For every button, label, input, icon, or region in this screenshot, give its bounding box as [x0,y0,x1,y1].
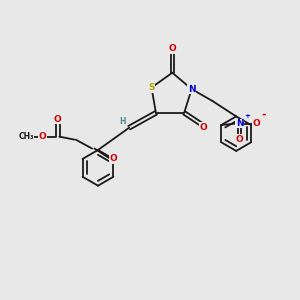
Text: O: O [252,119,260,128]
Text: S: S [148,83,155,92]
Text: N: N [188,85,195,94]
Text: O: O [236,135,244,144]
Text: O: O [110,154,117,164]
Text: O: O [38,132,46,141]
Text: +: + [245,113,250,119]
Text: N: N [236,119,244,128]
Text: H: H [119,117,126,126]
Text: CH₃: CH₃ [18,132,34,141]
Text: -: - [261,110,266,120]
Text: O: O [168,44,176,53]
Text: O: O [200,123,207,132]
Text: O: O [54,115,62,124]
